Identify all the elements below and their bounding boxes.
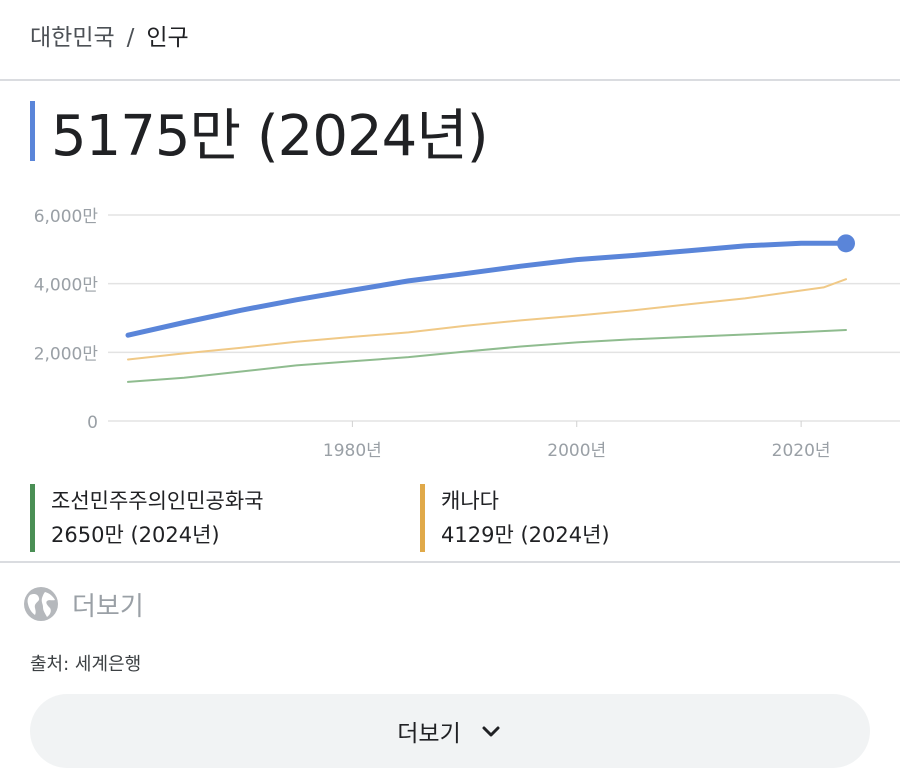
breadcrumb: 대한민국 / 인구 [30, 18, 189, 52]
x-tick-label: 2020년 [772, 441, 831, 461]
legend-item-north-korea[interactable]: 조선민주주의인민공화국 2650만 (2024년) [30, 484, 264, 552]
headline-accent-bar [30, 101, 35, 161]
legend-item-canada[interactable]: 캐나다 4129만 (2024년) [420, 484, 610, 552]
breadcrumb-country[interactable]: 대한민국 [30, 25, 115, 51]
section-divider [0, 561, 900, 563]
globe-icon [24, 587, 58, 621]
y-tick-label: 0 [87, 413, 98, 433]
more-link-label: 더보기 [72, 591, 144, 622]
legend-value: 4129만 (2024년) [441, 523, 610, 547]
legend-name: 조선민주주의인민공화국 [51, 489, 264, 513]
y-tick-label: 6,000만 [34, 207, 99, 227]
headline-value: 5175만 (2024년) [51, 103, 489, 169]
breadcrumb-separator: / [126, 25, 135, 51]
more-button-label: 더보기 [397, 721, 461, 747]
more-button[interactable]: 더보기 [30, 694, 870, 768]
population-chart[interactable]: 6,000만 4,000만 2,000만 0 1980년 2000년 2020년 [0, 190, 900, 470]
chevron-down-icon [482, 726, 500, 737]
top-divider [0, 79, 900, 81]
series-line-korea [125, 240, 849, 338]
series-line-canada [127, 278, 847, 361]
y-tick-label: 4,000만 [34, 276, 99, 296]
legend-name: 캐나다 [441, 489, 499, 513]
series-line-nk [127, 329, 847, 383]
x-tick-label: 1980년 [323, 441, 382, 461]
breadcrumb-topic: 인구 [146, 25, 189, 51]
x-tick-label: 2000년 [547, 441, 606, 461]
headline: 5175만 (2024년) [30, 98, 489, 169]
series-endpoint-marker [837, 234, 855, 253]
source-text: 출처: 세계은행 [30, 654, 142, 675]
legend-value: 2650만 (2024년) [51, 523, 220, 547]
more-link[interactable]: 더보기 [22, 585, 144, 623]
y-tick-label: 2,000만 [34, 344, 99, 364]
